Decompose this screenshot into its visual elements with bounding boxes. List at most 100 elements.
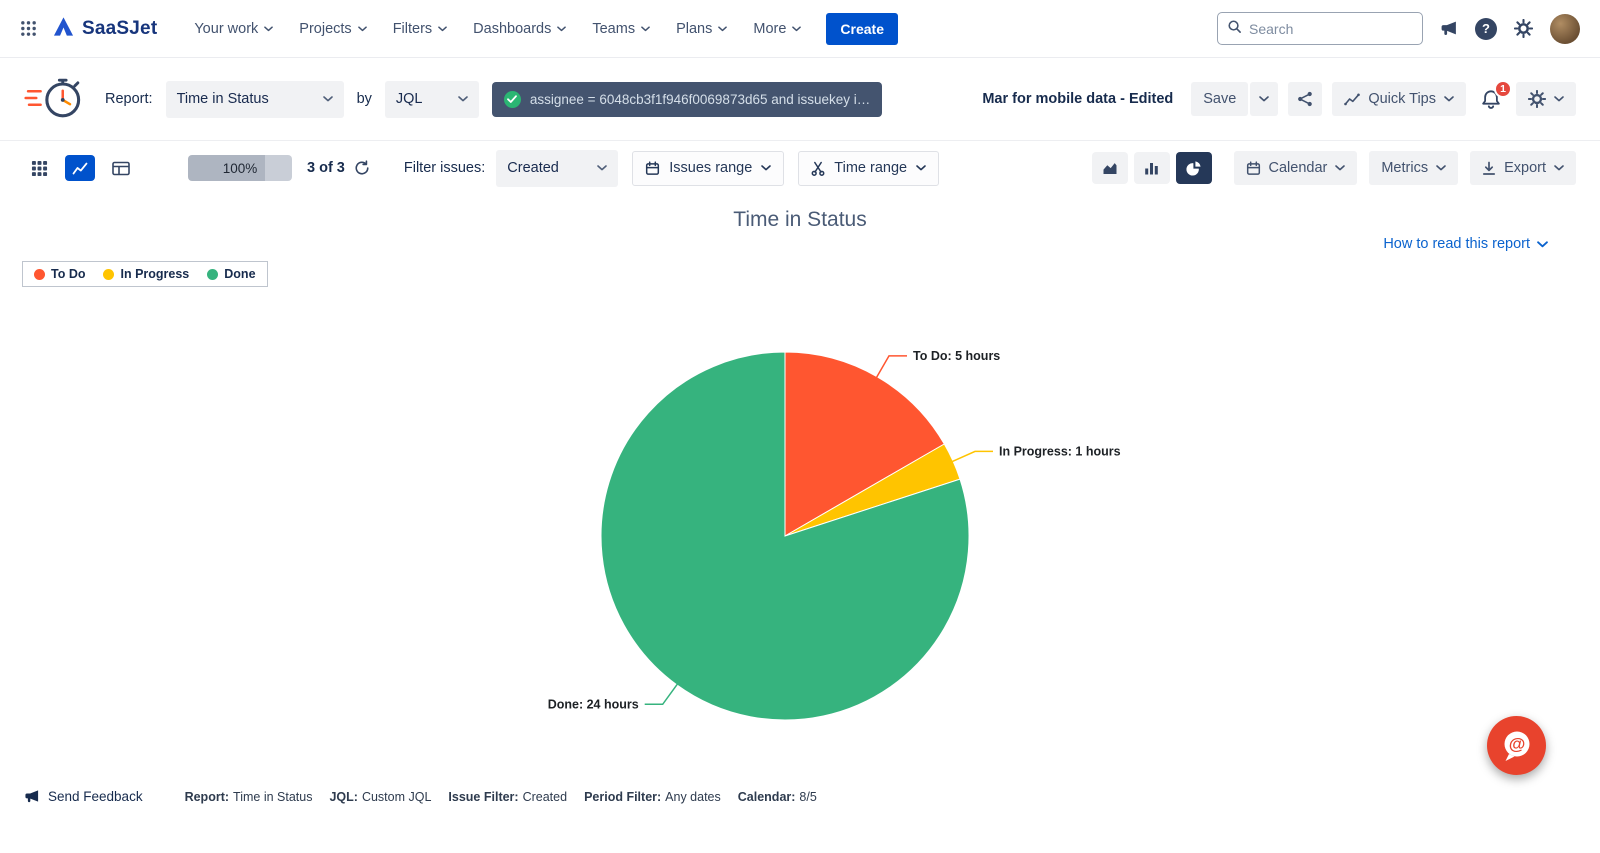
issues-range-button[interactable]: Issues range	[632, 150, 785, 186]
chat-bubble-icon: @	[1504, 731, 1529, 761]
view-switcher	[24, 155, 136, 181]
nav-item-your-work[interactable]: Your work	[181, 0, 286, 58]
share-icon	[1298, 91, 1313, 107]
refresh-icon	[355, 160, 369, 175]
save-button[interactable]: Save	[1191, 82, 1249, 116]
pie-chart[interactable]: To Do: 5 hours In Progress: 1 hours Done: …	[0, 280, 1600, 755]
chevron-down-icon	[1537, 240, 1548, 247]
time-range-label: Time range	[834, 160, 908, 176]
brand-name: SaaSJet	[82, 17, 158, 39]
nav-item-label: Projects	[299, 20, 352, 37]
metrics-button[interactable]: Metrics	[1369, 151, 1459, 185]
pie-chart-button[interactable]	[1175, 152, 1212, 184]
by-label: by	[356, 91, 372, 107]
search-input[interactable]	[1249, 20, 1430, 37]
notification-badge: 1	[1494, 79, 1512, 98]
create-button[interactable]: Create	[826, 12, 898, 45]
legend-item-in-progress[interactable]: In Progress	[103, 267, 189, 281]
report-progress-bar: 100%	[188, 155, 292, 181]
summary-calendar: Calendar: 8/5	[737, 789, 817, 804]
grid-view-icon	[31, 160, 47, 176]
chevron-down-icon	[264, 25, 274, 31]
pie-leader-line	[875, 355, 907, 378]
metrics-label: Metrics	[1381, 160, 1429, 176]
chevron-down-icon	[641, 25, 650, 31]
export-button[interactable]: Export	[1470, 151, 1576, 185]
how-to-read-label: How to read this report	[1383, 236, 1530, 252]
report-settings-button[interactable]	[1516, 82, 1576, 116]
app-switcher-icon[interactable]	[20, 20, 37, 37]
chevron-down-icon	[438, 25, 447, 31]
refresh-button[interactable]	[354, 160, 370, 176]
chart-view-button[interactable]	[65, 155, 95, 181]
support-chat-widget[interactable]: @	[1487, 716, 1546, 775]
report-title: Mar for mobile data - Edited	[982, 91, 1174, 107]
settings-gear-icon[interactable]	[1514, 19, 1533, 38]
download-icon	[1483, 161, 1496, 175]
nav-item-label: Dashboards	[473, 20, 552, 37]
chevron-down-icon	[357, 25, 367, 31]
chart-toolbar: 100% 3 of 3 Filter issues: Created Issue…	[0, 142, 1600, 194]
calendar-button[interactable]: Calendar	[1233, 151, 1358, 185]
saasjet-logo[interactable]: SaaSJet	[52, 16, 157, 42]
topnav-right-cluster: ?	[1217, 12, 1580, 45]
legend-color-dot	[207, 268, 219, 280]
issue-filter-select[interactable]: Created	[496, 149, 619, 187]
nav-item-more[interactable]: More	[740, 0, 814, 58]
table-view-button[interactable]	[106, 155, 136, 181]
calendar-range-icon	[646, 160, 660, 175]
save-button-group: Save	[1191, 82, 1279, 116]
report-summary: Report: Time in Status JQL: Custom JQL Iss…	[185, 790, 817, 804]
time-in-status-app-logo-icon	[24, 71, 88, 128]
chevron-down-icon	[458, 96, 468, 102]
user-avatar[interactable]	[1550, 13, 1580, 44]
chevron-down-icon	[597, 165, 608, 171]
bar-chart-button[interactable]	[1133, 152, 1170, 184]
pie-data-label: Done: 24 hours	[548, 697, 639, 711]
chevron-down-icon	[1554, 96, 1564, 102]
svg-text:@: @	[1508, 734, 1525, 753]
chevron-down-icon	[718, 25, 728, 31]
nav-item-label: Plans	[676, 20, 713, 37]
chevron-down-icon	[1335, 165, 1346, 171]
quick-tips-button[interactable]: Quick Tips	[1332, 82, 1466, 116]
search-box[interactable]	[1217, 12, 1430, 45]
summary-jql: JQL: Custom JQL	[329, 789, 432, 804]
send-feedback-label: Send Feedback	[48, 789, 143, 804]
trend-icon	[1344, 93, 1361, 105]
primary-nav: Your work Projects Filters Dashboards Te…	[181, 0, 814, 58]
grid-view-button[interactable]	[24, 155, 54, 181]
chart-title: Time in Status	[733, 208, 867, 231]
announcements-icon[interactable]	[1440, 20, 1458, 37]
nav-item-projects[interactable]: Projects	[286, 0, 379, 58]
nav-item-label: Your work	[194, 20, 259, 37]
legend-label: In Progress	[120, 267, 190, 281]
how-to-read-link[interactable]: How to read this report	[1383, 236, 1548, 252]
chevron-down-icon	[1259, 96, 1270, 102]
jql-query-field[interactable]: assignee = 6048cb3f1f946f0069873d65 and …	[491, 81, 883, 117]
legend-item-to-do[interactable]: To Do	[34, 267, 85, 281]
nav-item-filters[interactable]: Filters	[380, 0, 460, 58]
send-feedback-link[interactable]: Send Feedback	[24, 789, 143, 804]
chevron-down-icon	[761, 165, 772, 171]
legend-item-done[interactable]: Done	[207, 267, 256, 281]
area-chart-button[interactable]	[1091, 152, 1128, 184]
time-range-button[interactable]: Time range	[798, 150, 940, 186]
nav-item-dashboards[interactable]: Dashboards	[460, 0, 579, 58]
legend-color-dot	[34, 268, 45, 280]
summary-report: Report: Time in Status	[184, 789, 313, 804]
megaphone-icon	[25, 790, 39, 803]
legend-color-dot	[103, 268, 115, 280]
jql-mode-select[interactable]: JQL	[384, 80, 479, 118]
issues-range-label: Issues range	[669, 160, 753, 176]
nav-item-teams[interactable]: Teams	[579, 0, 663, 58]
nav-item-plans[interactable]: Plans	[663, 0, 740, 58]
report-type-select[interactable]: Time in Status	[165, 80, 344, 118]
chevron-down-icon	[1444, 96, 1454, 102]
save-options-button[interactable]	[1250, 82, 1279, 116]
pie-data-label: To Do: 5 hours	[913, 349, 1000, 363]
help-icon[interactable]: ?	[1475, 17, 1497, 40]
share-button[interactable]	[1288, 82, 1323, 116]
notifications-bell[interactable]: 1	[1476, 79, 1512, 113]
summary-period-filter: Period Filter: Any dates	[584, 789, 721, 804]
